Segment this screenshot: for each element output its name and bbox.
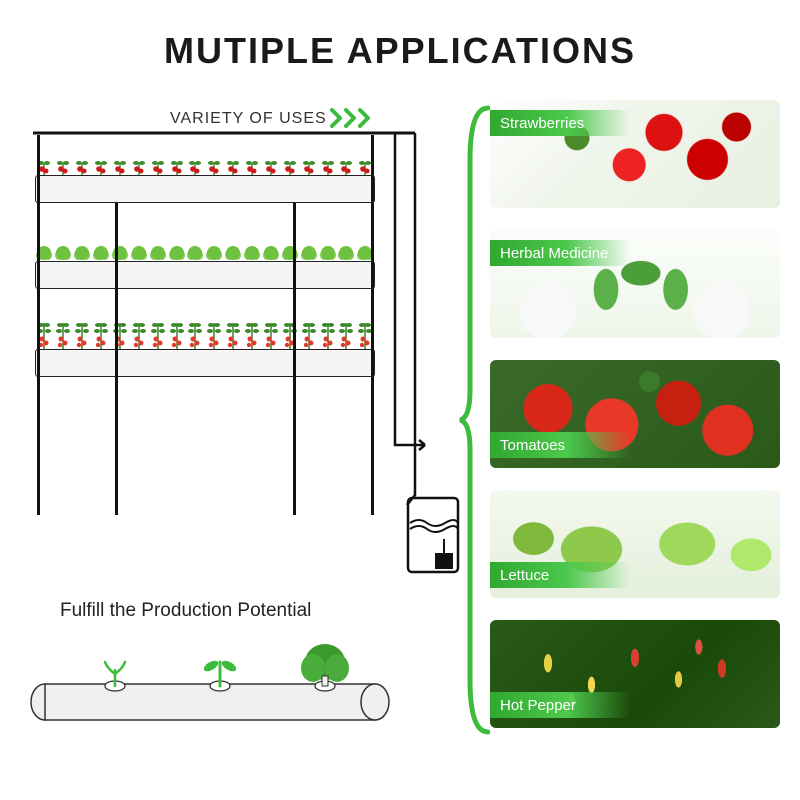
potential-caption: Fulfill the Production Potential bbox=[60, 600, 311, 622]
application-card: Herbal Medicine bbox=[490, 230, 780, 338]
growth-tube-diagram bbox=[25, 640, 395, 730]
tray bbox=[35, 261, 375, 289]
water-tank-icon bbox=[405, 495, 457, 573]
applications-list: Strawberries Herbal Medicine Tomatoes Lettu… bbox=[490, 100, 780, 728]
rack-leg bbox=[293, 203, 296, 515]
application-label: Hot Pepper bbox=[490, 692, 630, 718]
hydroponic-rack-diagram bbox=[25, 135, 425, 515]
bracket-icon bbox=[458, 100, 490, 740]
rack-leg bbox=[371, 135, 374, 515]
application-card: Hot Pepper bbox=[490, 620, 780, 728]
page-title: MUTIPLE APPLICATIONS bbox=[0, 0, 800, 72]
tray bbox=[35, 349, 375, 377]
rack-row-lettuce bbox=[35, 243, 375, 261]
application-card: Strawberries bbox=[490, 100, 780, 208]
rack-row-strawberries bbox=[35, 153, 375, 175]
application-label: Herbal Medicine bbox=[490, 240, 630, 266]
application-label: Strawberries bbox=[490, 110, 630, 136]
rack-leg bbox=[37, 135, 40, 515]
rack-leg bbox=[115, 203, 118, 515]
rack-row-tomatoes bbox=[35, 317, 375, 349]
application-label: Lettuce bbox=[490, 562, 630, 588]
tray bbox=[35, 175, 375, 203]
application-card: Lettuce bbox=[490, 490, 780, 598]
application-label: Tomatoes bbox=[490, 432, 630, 458]
application-card: Tomatoes bbox=[490, 360, 780, 468]
